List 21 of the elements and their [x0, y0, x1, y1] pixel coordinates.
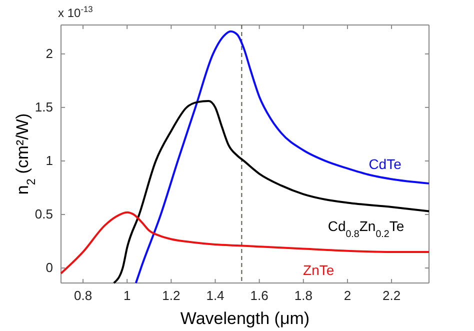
line-series	[60, 211, 430, 274]
x-tick-label: 1.4	[206, 288, 224, 304]
x-tick-label: 1	[123, 288, 131, 304]
y-tick-label: 2	[46, 46, 53, 62]
series-label: CdTe	[368, 156, 402, 172]
series-label: ZnTe	[303, 262, 334, 278]
x-tick-label: 1.2	[162, 288, 180, 304]
text: x 10$^{-13}$	[58, 4, 94, 20]
x-axis-title: Wavelength (μm)	[180, 309, 310, 328]
series-label: Cd$_{0.8}$Zn$_{0.2}$Te	[328, 218, 404, 240]
x-tick-label: 2.2	[382, 288, 401, 304]
y-tick-label: 1	[46, 153, 53, 168]
x-tick-label: 0.8	[74, 288, 92, 304]
y-tick-label: 1.5	[34, 100, 53, 115]
line-series	[134, 30, 430, 284]
line-series	[112, 100, 430, 284]
x-tick-label: 2	[344, 288, 352, 304]
y-tick-label: 0	[46, 260, 53, 276]
y-tick-label: 0.5	[34, 206, 53, 222]
x-tick-label: 1.6	[250, 288, 268, 304]
x-tick-label: 1.8	[294, 288, 312, 304]
